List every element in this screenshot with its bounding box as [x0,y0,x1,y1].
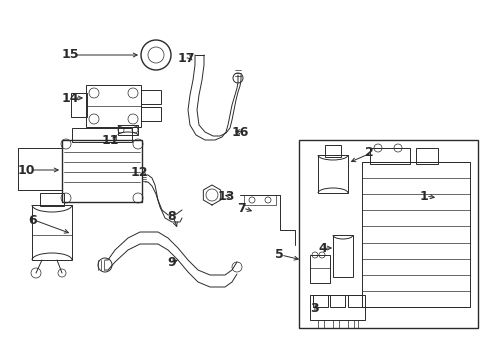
Bar [347,295,361,307]
Text: 15: 15 [62,49,80,62]
Text: 9: 9 [167,256,175,269]
Text: 11: 11 [102,134,119,147]
Text: 12: 12 [131,166,148,179]
Bar [32,205,72,260]
Bar [62,140,142,202]
Bar [317,155,347,193]
Bar [71,93,87,117]
Bar [141,107,161,121]
Text: 7: 7 [237,202,245,215]
Text: 3: 3 [309,302,318,315]
Text: 2: 2 [364,147,373,159]
Bar [309,255,329,283]
Text: 5: 5 [274,248,283,261]
Bar [332,235,352,277]
Text: 13: 13 [218,189,235,202]
Bar [361,162,469,307]
Bar [298,140,477,328]
Bar [40,193,64,206]
Bar [369,148,409,164]
Bar [415,148,437,164]
Bar [72,128,132,142]
Text: 4: 4 [317,242,326,255]
Text: 6: 6 [28,213,37,226]
Bar [309,295,364,320]
Bar [312,295,327,307]
Text: 10: 10 [18,163,36,176]
Text: 17: 17 [178,51,195,64]
Bar [325,145,340,157]
Text: 1: 1 [419,189,428,202]
Bar [141,90,161,104]
Text: 8: 8 [167,210,175,222]
Bar [86,85,141,127]
Text: 16: 16 [231,126,249,139]
Text: 14: 14 [62,91,80,104]
Bar [329,295,345,307]
Bar [118,125,138,135]
